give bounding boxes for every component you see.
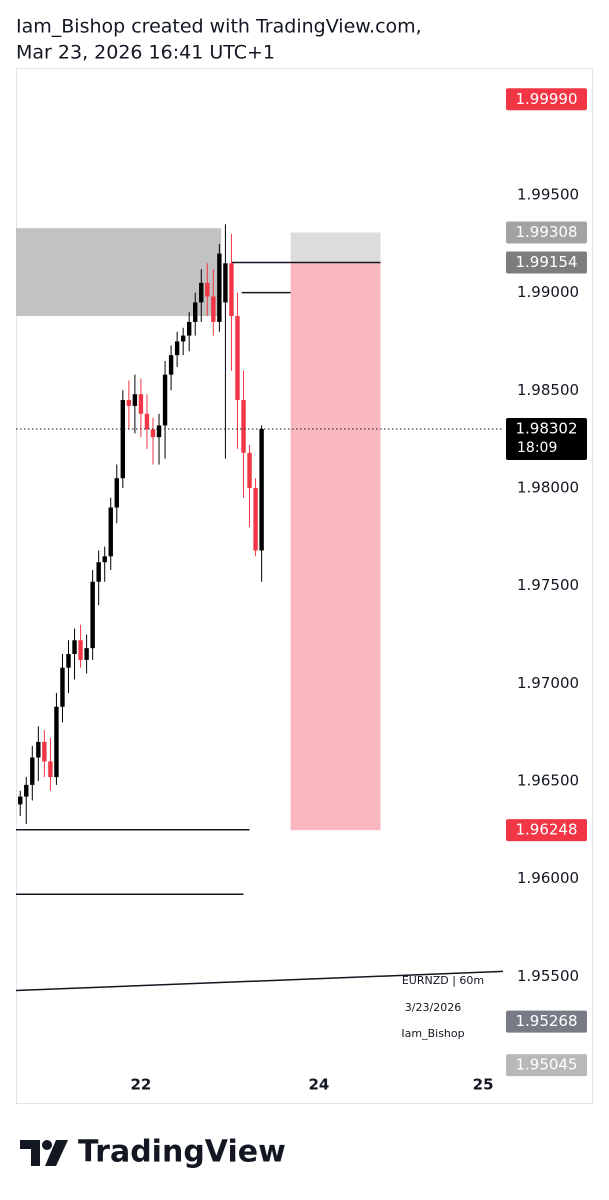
candle-body bbox=[193, 302, 198, 322]
candle-body bbox=[84, 648, 89, 660]
x-tick-label: 24 bbox=[309, 1076, 330, 1094]
candle-body bbox=[199, 282, 204, 303]
candle-body bbox=[36, 741, 41, 758]
candle-body bbox=[186, 321, 192, 336]
brand-logo bbox=[20, 1140, 68, 1166]
watermark-author: Iam_Bishop bbox=[401, 1027, 464, 1040]
candle-body bbox=[247, 452, 252, 488]
candle-body bbox=[180, 335, 186, 342]
y-tick-label: 1.98000 bbox=[517, 478, 579, 496]
candle-body bbox=[42, 741, 47, 762]
y-tick-label: 1.97000 bbox=[517, 674, 579, 692]
candle-body bbox=[259, 428, 264, 551]
candle-body bbox=[78, 640, 83, 660]
header-line: Mar 23, 2026 16:41 UTC+1 bbox=[16, 42, 275, 64]
candle-body bbox=[144, 413, 150, 430]
candle-body bbox=[126, 400, 132, 406]
chart-frame bbox=[16, 68, 593, 1104]
brand-name: TradingView bbox=[78, 1135, 286, 1170]
candle-body bbox=[24, 784, 29, 797]
zone bbox=[16, 228, 222, 317]
candle-body bbox=[96, 562, 101, 582]
y-tick-label: 1.99000 bbox=[517, 283, 579, 301]
price-label: 1.99990 bbox=[515, 90, 577, 108]
y-tick-label: 1.96000 bbox=[517, 869, 579, 887]
header-line: Iam_Bishop created with TradingView.com, bbox=[16, 16, 422, 38]
candle-body bbox=[229, 263, 234, 317]
price-label: 1.95045 bbox=[515, 1056, 577, 1074]
y-tick-label: 1.99500 bbox=[517, 185, 579, 203]
y-tick-label: 1.95500 bbox=[517, 967, 579, 985]
x-tick-label: 22 bbox=[130, 1076, 151, 1094]
position-stop bbox=[290, 232, 381, 263]
drawn-line bbox=[15, 970, 504, 992]
last-price-box bbox=[506, 417, 587, 460]
candle-body bbox=[114, 478, 119, 508]
watermark-symbol: EURNZD | 60m bbox=[402, 974, 484, 987]
candle-body bbox=[48, 761, 53, 778]
candle-body bbox=[241, 400, 246, 453]
candle-body bbox=[18, 796, 23, 805]
price-label: 1.99154 bbox=[515, 253, 577, 271]
x-tick-label: 25 bbox=[473, 1076, 494, 1094]
last-price-label: 1.98302 bbox=[515, 419, 577, 437]
position-target bbox=[290, 262, 381, 831]
candle-body bbox=[174, 341, 180, 356]
watermark-date: 3/23/2026 bbox=[405, 1001, 461, 1014]
plot: 1.99500 1.99000 1.98500 1.98000 1.97500 1.970… bbox=[15, 88, 587, 1094]
candle-body bbox=[132, 394, 138, 406]
candle-body bbox=[162, 374, 168, 426]
price-label-box bbox=[506, 221, 587, 244]
candle-body bbox=[253, 487, 258, 551]
y-tick-label: 1.98500 bbox=[517, 381, 579, 399]
candle-body bbox=[211, 296, 216, 322]
candle-body bbox=[120, 400, 126, 479]
price-label: 1.95268 bbox=[515, 1012, 577, 1030]
price-label-box bbox=[506, 1054, 587, 1077]
candle-body bbox=[90, 581, 95, 649]
candle-body bbox=[102, 556, 107, 563]
price-label-box bbox=[506, 1010, 587, 1033]
candle-body bbox=[54, 706, 59, 778]
price-label-box bbox=[506, 88, 587, 111]
candle-body bbox=[30, 757, 35, 785]
countdown: 18:09 bbox=[517, 440, 557, 456]
candle-body bbox=[138, 394, 144, 414]
y-tick-label: 1.97500 bbox=[517, 576, 579, 594]
candle-body bbox=[168, 355, 174, 375]
candle-body bbox=[150, 429, 156, 438]
candle-body bbox=[66, 653, 71, 668]
candle-body bbox=[205, 282, 210, 297]
price-label-box bbox=[506, 251, 587, 274]
candle-body bbox=[60, 667, 65, 707]
candle-body bbox=[235, 316, 240, 401]
candle-body bbox=[156, 425, 162, 438]
y-tick-label: 1.96500 bbox=[517, 771, 579, 789]
candle-body bbox=[72, 640, 77, 654]
candle-body bbox=[108, 507, 113, 557]
price-label: 1.99308 bbox=[515, 223, 577, 241]
candle-body bbox=[223, 263, 228, 303]
candle-body bbox=[217, 253, 222, 322]
price-label: 1.96248 bbox=[515, 821, 577, 839]
price-label-box bbox=[506, 819, 587, 842]
